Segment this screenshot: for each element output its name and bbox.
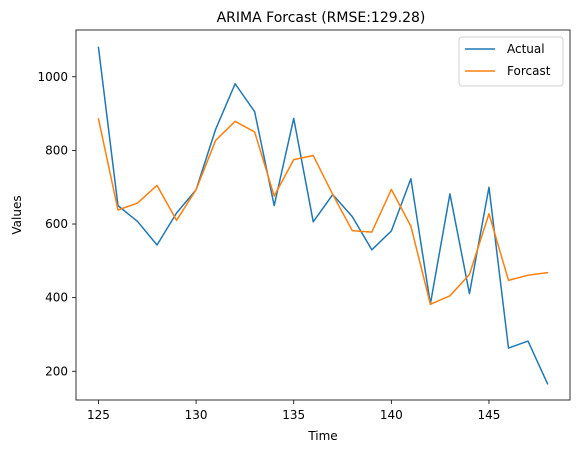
y-tick-label: 1000 (37, 70, 68, 84)
legend: Actual Forcast (458, 36, 564, 87)
plot-frame (75, 29, 571, 401)
y-tick-label: 400 (45, 291, 68, 305)
y-tick-label: 800 (45, 143, 68, 157)
y-axis-label: Values (10, 195, 24, 234)
series-line-forcast (97, 117, 549, 306)
legend-label-forcast: Forcast (507, 64, 551, 78)
x-axis-ticks: 125 130 135 140 145 (87, 400, 500, 422)
plot-area: 125 130 135 140 145 200 400 600 800 1000 (37, 29, 571, 422)
series-line-actual (97, 46, 549, 385)
x-tick-label: 140 (380, 408, 403, 422)
y-tick-label: 600 (45, 217, 68, 231)
x-tick-label: 125 (87, 408, 110, 422)
x-tick-label: 145 (478, 408, 501, 422)
y-axis-ticks: 200 400 600 800 1000 (37, 70, 76, 378)
y-tick-label: 200 (45, 364, 68, 378)
series-layer (97, 46, 549, 385)
x-tick-label: 135 (282, 408, 305, 422)
legend-label-actual: Actual (507, 42, 545, 56)
chart-title: ARIMA Forcast (RMSE:129.28) (217, 10, 426, 26)
x-axis-label: Time (307, 429, 337, 443)
x-tick-label: 130 (185, 408, 208, 422)
